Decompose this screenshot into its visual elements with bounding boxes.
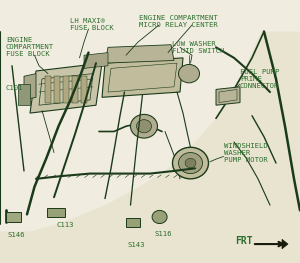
Polygon shape (105, 45, 174, 63)
Polygon shape (72, 76, 78, 103)
Polygon shape (126, 218, 140, 227)
Circle shape (185, 158, 196, 168)
Circle shape (152, 210, 167, 224)
Polygon shape (84, 53, 108, 68)
Text: LOW WASHER
FLUID SWITCH: LOW WASHER FLUID SWITCH (172, 41, 225, 54)
Polygon shape (45, 76, 51, 103)
Polygon shape (63, 76, 69, 103)
Polygon shape (18, 84, 30, 105)
Polygon shape (46, 208, 64, 217)
Polygon shape (216, 87, 240, 105)
Polygon shape (30, 63, 102, 113)
Circle shape (178, 64, 200, 83)
Circle shape (136, 120, 152, 133)
Circle shape (172, 147, 208, 179)
Polygon shape (6, 212, 21, 222)
Text: S143: S143 (127, 242, 145, 247)
Polygon shape (81, 76, 87, 103)
Polygon shape (282, 239, 288, 249)
Text: S146: S146 (8, 232, 25, 238)
Text: FRT: FRT (236, 236, 253, 246)
Polygon shape (24, 74, 36, 100)
Polygon shape (102, 58, 183, 97)
Circle shape (130, 114, 158, 138)
Text: C101: C101 (6, 85, 23, 91)
Text: LH MAXI®
FUSE BLOCK: LH MAXI® FUSE BLOCK (70, 18, 113, 32)
Polygon shape (54, 76, 60, 103)
Circle shape (178, 153, 203, 174)
Text: FUEL PUMP
PRIME
CONNECTOR: FUEL PUMP PRIME CONNECTOR (240, 69, 279, 89)
Text: S116: S116 (154, 231, 172, 237)
Text: ENGINE COMPARTMENT
MICRO RELAY CENTER: ENGINE COMPARTMENT MICRO RELAY CENTER (139, 14, 218, 28)
Text: WINDSHIELD
WASHER
PUMP MOTOR: WINDSHIELD WASHER PUMP MOTOR (224, 143, 267, 163)
Text: C113: C113 (57, 222, 74, 228)
Polygon shape (0, 32, 300, 263)
Text: ENGINE
COMPARTMENT
FUSE BLOCK: ENGINE COMPARTMENT FUSE BLOCK (6, 37, 54, 57)
